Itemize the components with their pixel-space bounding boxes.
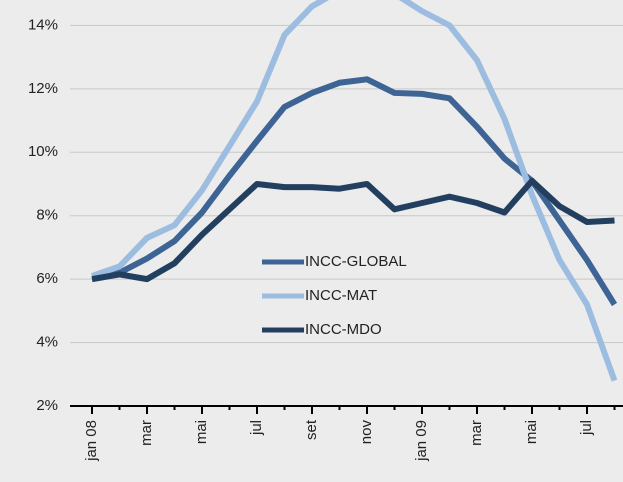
x-tick-label: mar bbox=[468, 420, 485, 446]
x-tick-label: jul bbox=[578, 420, 595, 436]
y-tick-label: 14% bbox=[28, 16, 58, 33]
x-tick-label: jul bbox=[248, 420, 265, 436]
plot-area bbox=[91, 0, 618, 382]
y-tick-label: 6% bbox=[36, 270, 58, 287]
legend-label: INCC-MAT bbox=[305, 287, 377, 304]
x-tick-label: mai bbox=[523, 420, 540, 444]
y-tick-label: 4% bbox=[36, 334, 58, 351]
legend-label: INCC-MDO bbox=[305, 321, 382, 338]
y-tick-label: 8% bbox=[36, 207, 58, 224]
x-tick-label: nov bbox=[358, 420, 375, 445]
y-tick-label: 12% bbox=[28, 80, 58, 97]
y-tick-label: 2% bbox=[36, 397, 58, 414]
x-tick-label: jan 08 bbox=[83, 420, 100, 462]
x-tick-label: mar bbox=[138, 420, 155, 446]
x-tick-label: set bbox=[303, 419, 320, 440]
x-tick-label: mai bbox=[193, 420, 210, 444]
line-series bbox=[91, 76, 618, 307]
legend-label: INCC-GLOBAL bbox=[305, 253, 407, 270]
x-tick-label: jan 09 bbox=[413, 420, 430, 462]
line-series bbox=[91, 177, 615, 283]
y-tick-label: 10% bbox=[28, 143, 58, 160]
